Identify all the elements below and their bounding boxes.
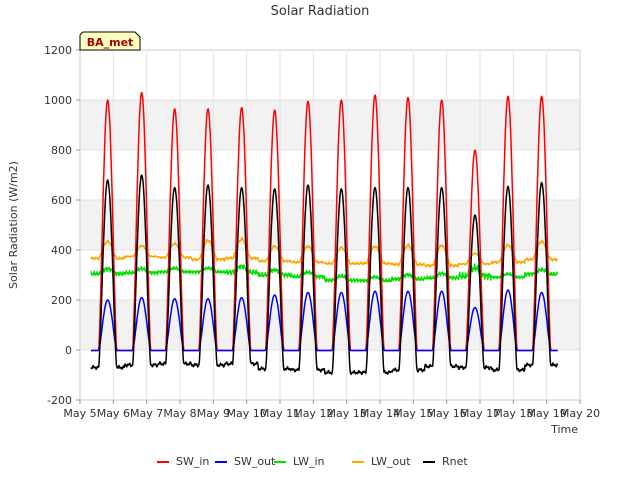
y-tick-label: 800 [51, 144, 72, 157]
y-tick-label: 1000 [44, 94, 72, 107]
station-badge: BA_met [79, 31, 141, 51]
station-badge-label: BA_met [87, 36, 134, 49]
x-tick-label: May 6 [97, 407, 130, 420]
x-tick-label: May 9 [197, 407, 230, 420]
legend-label: SW_out [234, 455, 276, 468]
y-tick-label: 400 [51, 244, 72, 257]
x-tick-label: May 19 [527, 407, 567, 420]
x-tick-label: May 10 [227, 407, 267, 420]
legend-label: SW_in [176, 455, 209, 468]
series-layer [90, 91, 559, 376]
y-tick-label: -200 [47, 394, 72, 407]
x-tick-label: May 13 [327, 407, 367, 420]
x-tick-label: May 16 [427, 407, 467, 420]
background-band [80, 200, 580, 250]
x-tick-label: May 17 [460, 407, 500, 420]
y-axis-ticks: -200 0 200 400 600 800 1000 1200 [44, 44, 80, 407]
x-tick-label: May 20 [560, 407, 600, 420]
y-tick-label: 200 [51, 294, 72, 307]
y-tick-label: 1200 [44, 44, 72, 57]
x-tick-label: May 18 [493, 407, 533, 420]
legend-label: LW_in [293, 455, 325, 468]
series-line-rnet [90, 174, 558, 376]
x-axis-label: Time [550, 423, 578, 436]
x-tick-label: May 8 [163, 407, 196, 420]
legend-item-lw-out: LW_out [352, 455, 411, 468]
legend-item-rnet: Rnet [423, 455, 468, 468]
background-band [80, 300, 580, 350]
x-tick-label: May 14 [360, 407, 400, 420]
background-band [80, 100, 580, 150]
y-axis-label: Solar Radiation (W/m2) [7, 161, 20, 289]
legend-label: Rnet [442, 455, 468, 468]
x-tick-label: May 5 [63, 407, 96, 420]
legend-item-sw-in: SW_in [157, 455, 209, 468]
legend-item-sw-out: SW_out [215, 455, 276, 468]
station-badge-box [79, 31, 141, 51]
series-line-sw-out [90, 289, 558, 352]
legend-label: LW_out [371, 455, 411, 468]
legend-item-lw-in: LW_in [274, 455, 325, 468]
y-tick-label: 600 [51, 194, 72, 207]
chart-title: Solar Radiation [271, 4, 370, 19]
y-tick-label: 0 [65, 344, 72, 357]
x-tick-label: May 15 [393, 407, 433, 420]
x-tick-label: May 11 [260, 407, 300, 420]
plot-frame [79, 49, 581, 401]
plot-background-bands [80, 50, 580, 400]
legend: SW_in SW_out LW_in LW_out Rnet [157, 455, 468, 468]
x-tick-label: May 12 [293, 407, 333, 420]
x-tick-label: May 7 [130, 407, 163, 420]
